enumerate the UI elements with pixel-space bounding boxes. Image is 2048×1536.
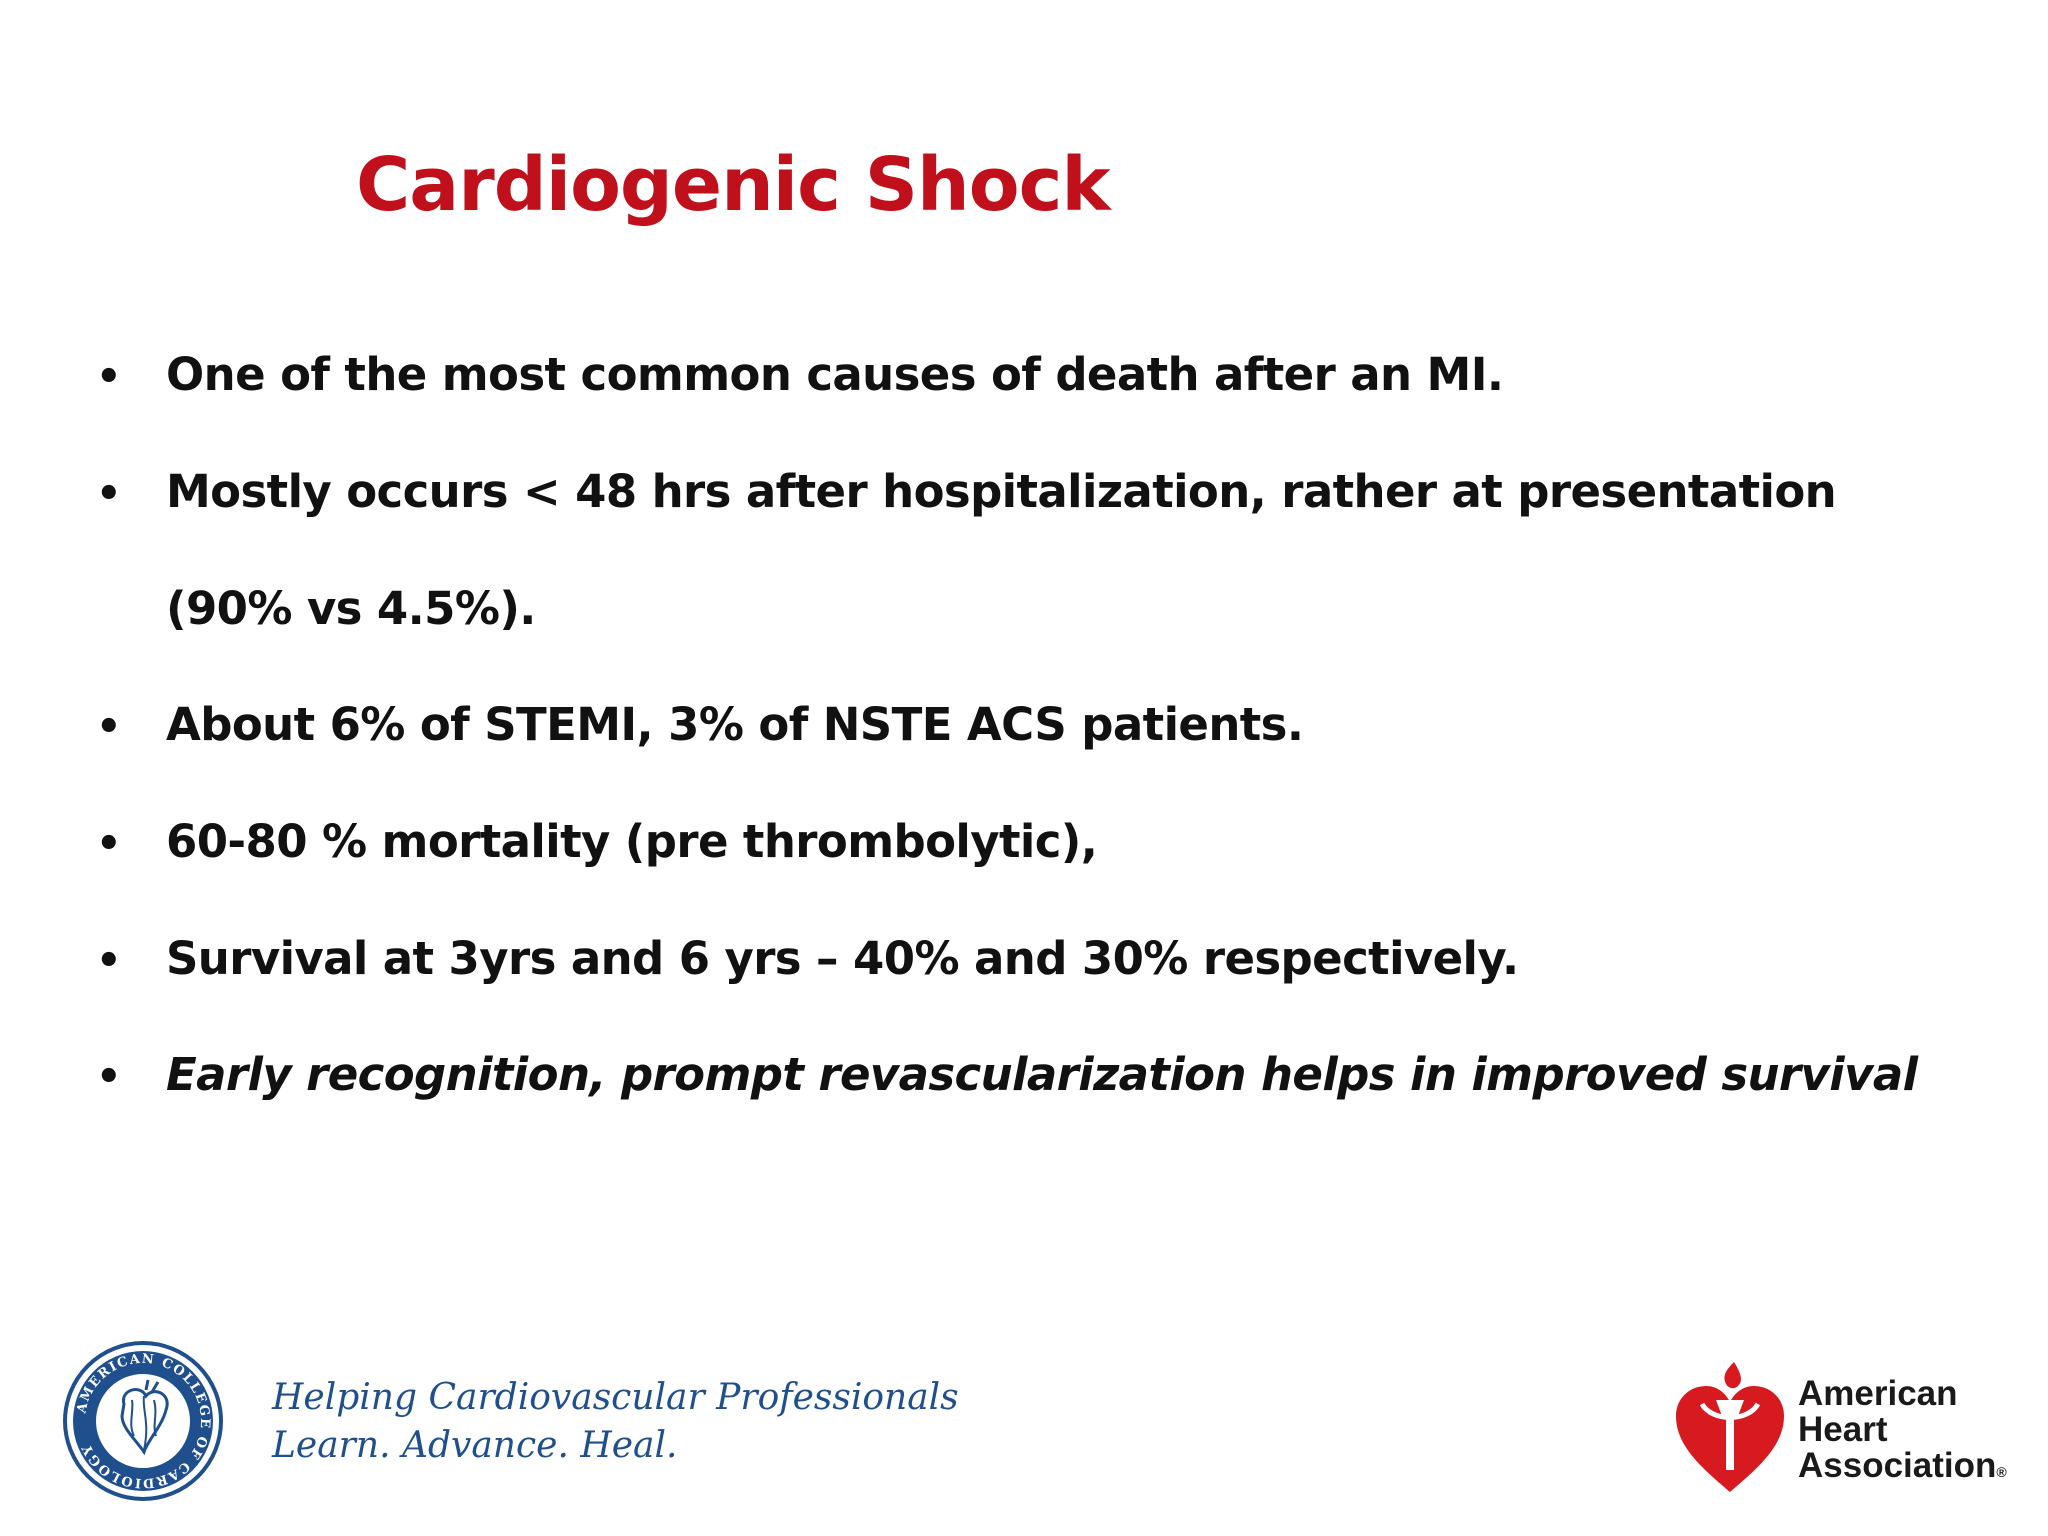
bullet-icon: •	[96, 704, 122, 750]
bullet-item: • Early recognition, prompt revasculariz…	[96, 1048, 1918, 1101]
bullet-icon: •	[96, 821, 122, 867]
bullet-continuation-text: (90% vs 4.5%).	[166, 582, 536, 635]
bullet-icon: •	[96, 354, 122, 400]
bullet-icon: •	[96, 938, 122, 984]
aha-line-3-wrapper: Association®	[1798, 1448, 2007, 1490]
acc-tagline-line-1: Helping Cardiovascular Professionals	[272, 1377, 959, 1418]
bullet-text: 60-80 % mortality (pre thrombolytic),	[166, 815, 1098, 868]
aha-heart-torch-logo	[1672, 1360, 1788, 1496]
acc-tagline: Helping Cardiovascular Professionals Lea…	[272, 1374, 959, 1470]
acc-tagline-line-2: Learn. Advance. Heal.	[272, 1425, 678, 1466]
bullet-item: • About 6% of STEMI, 3% of NSTE ACS pati…	[96, 698, 1304, 751]
acc-seal-logo: AMERICAN COLLEGE OF CARDIOLOGY	[62, 1340, 224, 1502]
aha-wordmark: American Heart Association®	[1798, 1376, 2007, 1490]
aha-line-1: American	[1798, 1374, 1958, 1413]
bullet-icon: •	[96, 471, 122, 517]
aha-line-3: Association	[1798, 1446, 1997, 1485]
bullet-text: Early recognition, prompt revascularizat…	[166, 1048, 1918, 1101]
bullet-item: • Mostly occurs < 48 hrs after hospitali…	[96, 465, 1837, 518]
bullet-item: • One of the most common causes of death…	[96, 348, 1504, 401]
aha-line-2: Heart	[1798, 1410, 1888, 1449]
bullet-icon: •	[96, 1054, 122, 1100]
bullet-text: Survival at 3yrs and 6 yrs – 40% and 30%…	[166, 932, 1519, 985]
bullet-item: • 60-80 % mortality (pre thrombolytic),	[96, 815, 1098, 868]
bullet-text: Mostly occurs < 48 hrs after hospitaliza…	[166, 465, 1837, 518]
registered-mark: ®	[1996, 1464, 2007, 1480]
bullet-item: • Survival at 3yrs and 6 yrs – 40% and 3…	[96, 932, 1519, 985]
slide-title: Cardiogenic Shock	[356, 142, 1111, 228]
bullet-text: About 6% of STEMI, 3% of NSTE ACS patien…	[166, 698, 1304, 751]
bullet-text: One of the most common causes of death a…	[166, 348, 1504, 401]
